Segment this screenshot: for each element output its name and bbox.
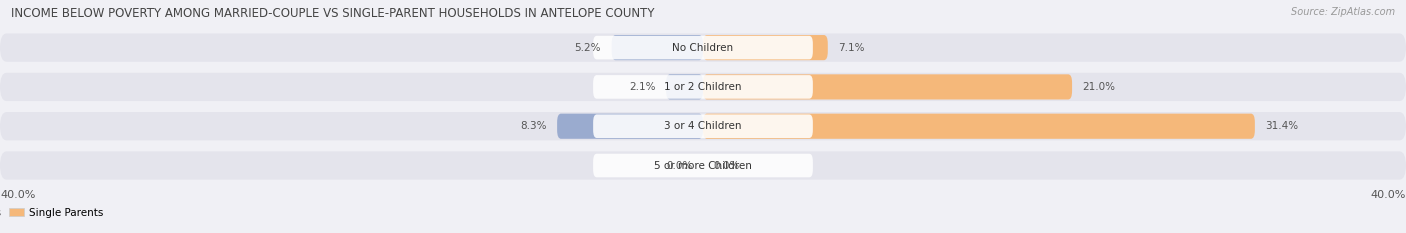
FancyBboxPatch shape: [593, 75, 813, 99]
FancyBboxPatch shape: [0, 73, 1406, 101]
Text: 40.0%: 40.0%: [0, 190, 35, 200]
FancyBboxPatch shape: [0, 151, 1406, 180]
FancyBboxPatch shape: [703, 35, 828, 60]
FancyBboxPatch shape: [612, 35, 703, 60]
Legend: Married Couples, Single Parents: Married Couples, Single Parents: [0, 203, 108, 222]
Text: 8.3%: 8.3%: [520, 121, 547, 131]
Text: No Children: No Children: [672, 43, 734, 53]
Text: 3 or 4 Children: 3 or 4 Children: [664, 121, 742, 131]
Text: 0.0%: 0.0%: [666, 161, 693, 171]
FancyBboxPatch shape: [703, 74, 1073, 99]
FancyBboxPatch shape: [703, 114, 1256, 139]
FancyBboxPatch shape: [593, 36, 813, 59]
Text: INCOME BELOW POVERTY AMONG MARRIED-COUPLE VS SINGLE-PARENT HOUSEHOLDS IN ANTELOP: INCOME BELOW POVERTY AMONG MARRIED-COUPL…: [11, 7, 655, 20]
FancyBboxPatch shape: [0, 34, 1406, 62]
FancyBboxPatch shape: [0, 112, 1406, 140]
Text: 31.4%: 31.4%: [1265, 121, 1299, 131]
Text: 7.1%: 7.1%: [838, 43, 865, 53]
Text: 2.1%: 2.1%: [628, 82, 655, 92]
FancyBboxPatch shape: [557, 114, 703, 139]
FancyBboxPatch shape: [593, 154, 813, 177]
Text: 1 or 2 Children: 1 or 2 Children: [664, 82, 742, 92]
Text: 21.0%: 21.0%: [1083, 82, 1115, 92]
FancyBboxPatch shape: [666, 74, 703, 99]
Text: Source: ZipAtlas.com: Source: ZipAtlas.com: [1291, 7, 1395, 17]
Text: 5 or more Children: 5 or more Children: [654, 161, 752, 171]
Text: 40.0%: 40.0%: [1371, 190, 1406, 200]
Text: 0.0%: 0.0%: [713, 161, 740, 171]
Text: 5.2%: 5.2%: [575, 43, 602, 53]
FancyBboxPatch shape: [593, 114, 813, 138]
